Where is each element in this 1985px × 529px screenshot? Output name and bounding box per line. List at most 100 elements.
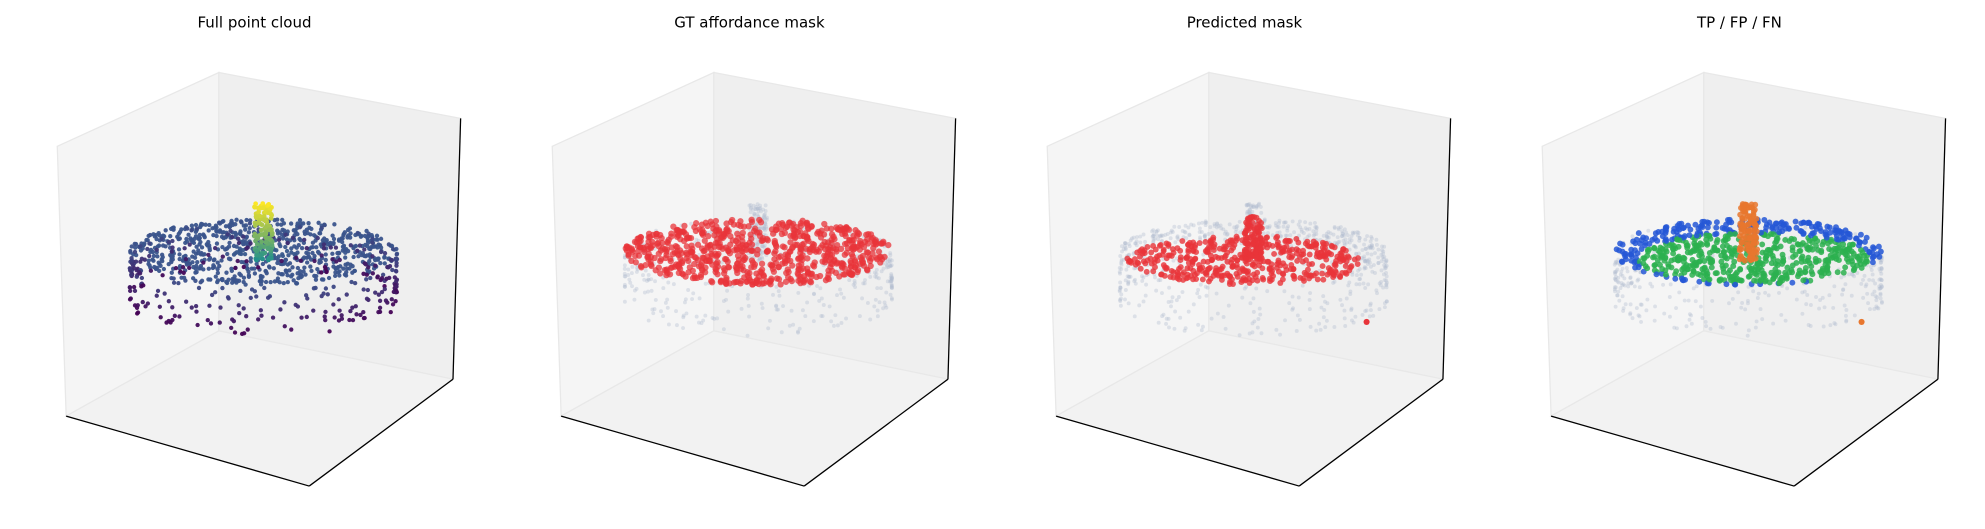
point bbox=[1119, 257, 1124, 262]
point bbox=[1357, 282, 1362, 287]
point bbox=[228, 228, 233, 234]
point bbox=[220, 244, 225, 250]
point bbox=[367, 246, 372, 251]
point bbox=[1634, 250, 1641, 257]
point bbox=[1117, 288, 1122, 292]
point bbox=[1368, 245, 1373, 250]
point bbox=[1233, 230, 1238, 234]
point bbox=[1689, 272, 1696, 278]
point bbox=[1204, 293, 1209, 298]
point bbox=[762, 224, 766, 228]
point bbox=[852, 281, 857, 286]
point bbox=[1697, 248, 1704, 255]
point bbox=[1252, 319, 1257, 324]
point bbox=[1123, 246, 1128, 250]
point bbox=[344, 292, 349, 297]
point bbox=[811, 319, 816, 324]
point bbox=[1313, 225, 1318, 230]
point bbox=[1309, 260, 1316, 267]
point bbox=[311, 308, 316, 313]
point bbox=[254, 261, 259, 267]
point bbox=[1842, 264, 1849, 271]
point bbox=[348, 308, 353, 314]
point bbox=[1363, 285, 1368, 290]
point bbox=[1123, 297, 1127, 302]
point bbox=[172, 313, 177, 318]
point bbox=[1197, 230, 1202, 234]
point bbox=[1384, 299, 1389, 304]
point bbox=[1118, 271, 1122, 276]
point bbox=[1277, 218, 1282, 223]
point bbox=[1206, 232, 1211, 236]
point bbox=[185, 261, 191, 266]
point bbox=[1328, 231, 1333, 236]
point bbox=[714, 258, 721, 266]
point bbox=[808, 270, 816, 277]
point bbox=[293, 228, 298, 233]
point bbox=[759, 244, 764, 249]
point bbox=[1692, 221, 1699, 228]
point bbox=[763, 203, 768, 208]
point bbox=[275, 217, 280, 222]
point bbox=[1245, 210, 1250, 214]
point bbox=[754, 251, 761, 258]
point bbox=[1766, 293, 1771, 298]
point bbox=[1233, 270, 1240, 277]
point bbox=[852, 278, 857, 283]
point bbox=[653, 297, 658, 302]
point bbox=[212, 225, 218, 230]
point bbox=[1771, 321, 1776, 326]
point bbox=[644, 254, 651, 261]
point bbox=[258, 227, 264, 233]
point bbox=[1805, 292, 1810, 297]
point bbox=[1697, 240, 1704, 247]
point bbox=[682, 273, 689, 280]
point bbox=[1240, 295, 1245, 300]
point bbox=[1746, 228, 1753, 235]
point bbox=[1273, 221, 1278, 226]
point bbox=[331, 241, 336, 247]
point bbox=[651, 311, 656, 316]
point bbox=[667, 255, 674, 262]
point bbox=[353, 304, 358, 309]
point bbox=[237, 251, 243, 256]
point bbox=[1254, 204, 1259, 209]
point bbox=[214, 233, 219, 239]
point bbox=[1161, 272, 1168, 279]
point bbox=[1793, 259, 1800, 266]
point bbox=[341, 243, 347, 248]
point bbox=[309, 245, 314, 250]
point bbox=[341, 266, 346, 271]
point bbox=[1175, 234, 1180, 239]
point bbox=[1294, 258, 1301, 264]
point bbox=[1365, 262, 1370, 266]
point bbox=[1652, 230, 1659, 237]
point bbox=[127, 297, 133, 302]
point bbox=[888, 275, 893, 280]
point bbox=[1362, 266, 1367, 271]
point bbox=[1681, 269, 1688, 276]
point bbox=[132, 249, 138, 255]
point bbox=[1318, 327, 1323, 332]
point bbox=[1342, 241, 1347, 246]
point bbox=[184, 239, 190, 244]
point bbox=[757, 257, 762, 262]
point bbox=[266, 202, 272, 207]
point bbox=[1308, 221, 1313, 226]
point bbox=[842, 232, 849, 240]
point bbox=[295, 231, 300, 237]
point bbox=[759, 301, 764, 306]
point bbox=[1384, 259, 1389, 264]
point bbox=[1377, 281, 1382, 286]
point bbox=[133, 259, 139, 264]
point bbox=[1232, 225, 1237, 230]
point bbox=[1704, 241, 1711, 248]
point bbox=[163, 228, 168, 233]
point bbox=[758, 225, 763, 229]
point bbox=[1818, 228, 1825, 235]
point bbox=[1251, 204, 1256, 209]
point bbox=[1342, 308, 1347, 313]
point bbox=[1343, 258, 1350, 265]
point bbox=[194, 226, 200, 231]
point bbox=[393, 288, 399, 293]
